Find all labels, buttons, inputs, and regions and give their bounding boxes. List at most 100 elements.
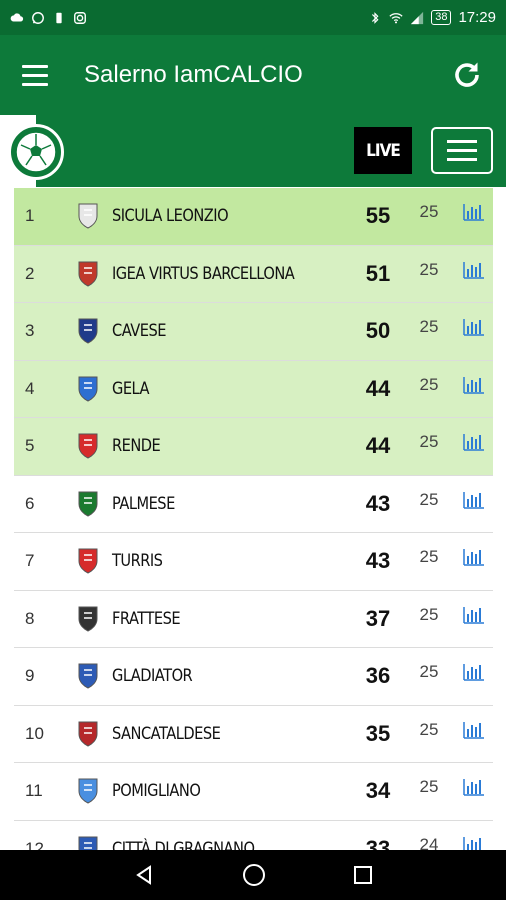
standings-table: 1 SICULA LEONZIO 55 25 2 IGEA VIRTUS BARCELLO…: [14, 188, 493, 878]
team-name: TURRIS: [112, 551, 163, 572]
clock: 17:29: [458, 9, 496, 26]
points: 35: [365, 720, 391, 746]
sub-toolbar: [0, 115, 506, 187]
stats-chart-icon[interactable]: [455, 260, 493, 280]
position: 2: [25, 263, 35, 283]
team-crest-icon: [74, 662, 102, 690]
team-crest-icon: [74, 720, 102, 748]
games-played: 25: [419, 432, 439, 452]
hamburger-menu-button[interactable]: [22, 58, 56, 92]
position: 8: [25, 608, 35, 628]
team-crest-icon: [74, 202, 102, 230]
app-title: Salerno IamCALCIO: [84, 61, 303, 88]
team-name: GLADIATOR: [112, 666, 193, 687]
signal-icon: [411, 11, 424, 24]
stats-chart-icon[interactable]: [455, 777, 493, 797]
team-crest-icon: [74, 375, 102, 403]
app-bar: Salerno IamCALCIO: [0, 35, 506, 115]
battery-level: 38: [431, 10, 452, 25]
points: 36: [365, 663, 391, 689]
team-name: FRATTESE: [112, 608, 181, 629]
team-name: POMIGLIANO: [112, 781, 201, 802]
standings-row[interactable]: 5 RENDE 44 25: [14, 418, 493, 476]
stats-chart-icon[interactable]: [455, 662, 493, 682]
standings-row[interactable]: 10 SANCATALDESE 35 25: [14, 706, 493, 763]
points: 55: [365, 203, 391, 229]
standings-row[interactable]: 7 TURRIS 43 25: [14, 533, 493, 591]
points: 34: [365, 778, 391, 804]
team-crest-icon: [74, 432, 102, 460]
games-played: 25: [419, 317, 439, 337]
points: 44: [365, 375, 391, 401]
team-crest-icon: [74, 605, 102, 633]
team-name: GELA: [112, 378, 150, 399]
position: 7: [25, 551, 35, 571]
list-menu-button[interactable]: [431, 127, 493, 174]
points: 50: [365, 318, 391, 344]
games-played: 25: [419, 202, 439, 222]
points: 51: [365, 260, 391, 286]
points: 37: [365, 605, 391, 631]
battery-small-icon: [56, 12, 62, 23]
standings-row[interactable]: 11 POMIGLIANO 34 25: [14, 763, 493, 821]
refresh-icon[interactable]: [450, 58, 484, 92]
points: 43: [365, 548, 391, 574]
stats-chart-icon[interactable]: [455, 490, 493, 510]
games-played: 25: [419, 547, 439, 567]
instagram-icon: [74, 11, 86, 24]
points: 43: [365, 490, 391, 516]
stats-chart-icon[interactable]: [455, 375, 493, 395]
stats-chart-icon[interactable]: [455, 720, 493, 740]
games-played: 25: [419, 719, 439, 739]
position: 9: [25, 666, 35, 686]
position: 11: [25, 781, 43, 801]
stats-chart-icon[interactable]: [455, 547, 493, 567]
back-icon[interactable]: [132, 863, 156, 887]
games-played: 25: [419, 662, 439, 682]
team-name: PALMESE: [112, 493, 175, 514]
team-name: SICULA LEONZIO: [112, 206, 229, 227]
standings-row[interactable]: 9 GLADIATOR 36 25: [14, 648, 493, 706]
bluetooth-icon: [372, 11, 379, 24]
android-nav-bar: [0, 850, 506, 900]
cloud-icon: [10, 12, 24, 21]
soccer-ball-logo-icon: [8, 124, 64, 180]
standings-row[interactable]: 1 SICULA LEONZIO 55 25: [14, 188, 493, 246]
games-played: 25: [419, 604, 439, 624]
team-name: RENDE: [112, 436, 161, 457]
games-played: 24: [419, 834, 439, 854]
standings-row[interactable]: 4 GELA 44 25: [14, 360, 493, 418]
points: 44: [365, 433, 391, 459]
team-crest-icon: [74, 317, 102, 345]
recents-icon[interactable]: [352, 864, 374, 886]
stats-chart-icon[interactable]: [455, 317, 493, 337]
stats-chart-icon[interactable]: [455, 432, 493, 452]
wifi-icon: [389, 12, 403, 23]
position: 5: [25, 436, 35, 456]
sub-toolbar-band: [36, 115, 506, 187]
team-name: CAVESE: [112, 321, 166, 342]
team-crest-icon: [74, 490, 102, 518]
position: 4: [25, 378, 35, 398]
position: 3: [25, 321, 35, 341]
standings-row[interactable]: 8 FRATTESE 37 25: [14, 591, 493, 648]
stats-chart-icon[interactable]: [455, 605, 493, 625]
standings-row[interactable]: 3 CAVESE 50 25: [14, 303, 493, 361]
whatsapp-icon: [32, 11, 44, 24]
standings-row[interactable]: 2 IGEA VIRTUS BARCELLONA 51 25: [14, 245, 493, 303]
status-notifications: [10, 11, 87, 25]
status-bar: 38 17:29: [0, 0, 506, 35]
standings-row[interactable]: 6 PALMESE 43 25: [14, 476, 493, 533]
games-played: 25: [419, 489, 439, 509]
home-icon[interactable]: [241, 862, 267, 888]
position: 6: [25, 493, 35, 513]
games-played: 25: [419, 259, 439, 279]
team-crest-icon: [74, 260, 102, 288]
position: 10: [25, 723, 44, 743]
live-button[interactable]: LIVE: [354, 127, 412, 174]
stats-chart-icon[interactable]: [455, 202, 493, 222]
games-played: 25: [419, 777, 439, 797]
status-system: 38 17:29: [368, 9, 496, 26]
games-played: 25: [419, 374, 439, 394]
team-name: IGEA VIRTUS BARCELLONA: [112, 263, 295, 284]
